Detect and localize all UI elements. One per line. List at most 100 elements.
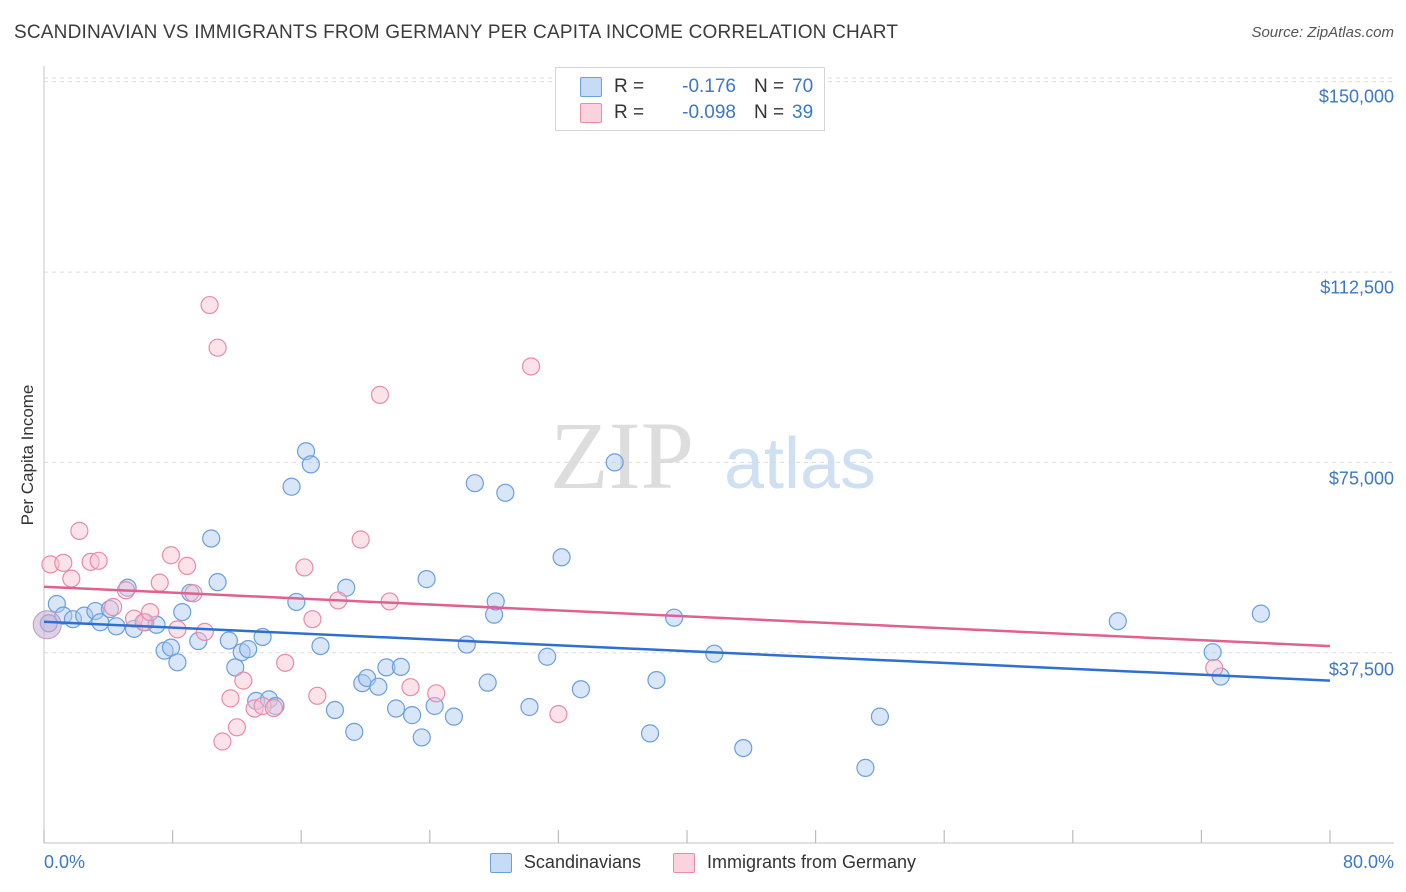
scandinavians-point bbox=[168, 653, 187, 672]
scandinavians-point bbox=[485, 605, 504, 624]
axes bbox=[43, 66, 1394, 844]
germany-point bbox=[295, 558, 314, 577]
n-value: 70 bbox=[792, 76, 814, 97]
scandinavians-point bbox=[403, 706, 422, 725]
y-tick-label: $75,000 bbox=[1328, 468, 1394, 489]
legend-label: Immigrants from Germany bbox=[707, 852, 917, 872]
scandinavians-point bbox=[325, 700, 345, 720]
scandinavians-point bbox=[386, 699, 406, 718]
germany-point bbox=[124, 609, 144, 628]
scandinavians-point bbox=[478, 673, 497, 692]
blue-swatch bbox=[580, 77, 602, 97]
pink-swatch bbox=[580, 103, 602, 123]
scandinavians-point bbox=[173, 602, 192, 622]
germany-point bbox=[370, 385, 390, 404]
germany-point bbox=[351, 530, 370, 549]
r-value: -0.176 bbox=[682, 76, 736, 97]
germany-point bbox=[253, 696, 272, 716]
scandinavians-point bbox=[202, 529, 221, 548]
germany-point bbox=[140, 602, 160, 622]
legend-item-germany[interactable]: Immigrants from Germany bbox=[673, 852, 916, 873]
watermark-zip: ZIP bbox=[550, 402, 694, 509]
scandinavians-point bbox=[734, 738, 753, 758]
scandinavians-point bbox=[219, 631, 238, 650]
germany-point bbox=[213, 732, 232, 751]
germany-point bbox=[54, 553, 73, 572]
y-tick-label: $150,000 bbox=[1318, 86, 1394, 107]
germany-point bbox=[208, 338, 227, 357]
scandinavians-point bbox=[1108, 612, 1127, 631]
stats-row-germany: R = -0.098 N = 39 bbox=[580, 101, 813, 125]
scandinavians-point bbox=[538, 647, 557, 666]
source-label: Source: ZipAtlas.com bbox=[1251, 24, 1394, 41]
legend: Scandinavians Immigrants from Germany bbox=[0, 852, 1406, 873]
scandinavians-point bbox=[301, 455, 320, 474]
scandinavians-point bbox=[1251, 604, 1270, 623]
scandinavians-point bbox=[444, 707, 464, 726]
scandinavians-point bbox=[100, 599, 120, 619]
r-label: R = bbox=[614, 102, 645, 123]
germany-point bbox=[177, 556, 197, 576]
germany-point bbox=[234, 671, 253, 690]
x-tick-label-max: 80.0% bbox=[1342, 852, 1394, 872]
germany-point bbox=[427, 684, 446, 703]
germany-point bbox=[303, 610, 322, 629]
germany-point bbox=[401, 678, 420, 697]
scandinavians-point bbox=[86, 601, 105, 621]
scandinavians-point bbox=[369, 677, 388, 696]
scandinavians-point bbox=[457, 635, 476, 654]
legend-pink-swatch bbox=[673, 852, 696, 873]
n-value: 39 bbox=[792, 102, 814, 123]
gridlines bbox=[44, 77, 1394, 654]
n-label: N = bbox=[754, 76, 785, 97]
germany-point bbox=[200, 295, 219, 315]
germany-point bbox=[521, 357, 541, 376]
stats-row-scandinavians: R = -0.176 N = 70 bbox=[580, 75, 813, 99]
scandinavians-point bbox=[465, 474, 484, 493]
germany-point bbox=[150, 573, 169, 592]
y-axis-label: Per Capita Income bbox=[18, 384, 37, 526]
watermark-atlas: atlas bbox=[724, 424, 876, 504]
trendlines bbox=[43, 585, 1331, 682]
scandinavians-point bbox=[189, 631, 208, 651]
scandinavians-point bbox=[226, 658, 245, 677]
scandinavians-point bbox=[412, 728, 431, 747]
scandinavians-point bbox=[391, 657, 410, 677]
scandinavians-point bbox=[552, 548, 571, 567]
watermark: ZIP atlas bbox=[550, 402, 876, 509]
scandinavians-point bbox=[1203, 643, 1222, 662]
scandinavians-point bbox=[287, 592, 306, 612]
y-tick-label: $112,500 bbox=[1320, 277, 1394, 298]
scandinavians-points bbox=[32, 442, 1270, 777]
chart-title: SCANDINAVIAN VS IMMIGRANTS FROM GERMANY … bbox=[14, 22, 899, 43]
germany-point bbox=[195, 622, 214, 641]
scandinavians-point bbox=[47, 594, 66, 614]
germany-point bbox=[221, 689, 240, 708]
germany-point bbox=[104, 597, 123, 617]
scandinavians-trendline bbox=[43, 620, 1331, 682]
germany-point bbox=[161, 546, 181, 565]
legend-blue-swatch bbox=[489, 852, 512, 873]
germany-point bbox=[549, 704, 568, 724]
scandinavians-point bbox=[571, 680, 591, 699]
germany-point bbox=[276, 653, 295, 672]
germany-trendline bbox=[43, 585, 1331, 648]
legend-item-scandinavians[interactable]: Scandinavians bbox=[489, 852, 642, 873]
scandinavians-point bbox=[870, 707, 890, 726]
scandinavians-point bbox=[259, 690, 279, 709]
germany-point bbox=[308, 686, 327, 705]
germany-point bbox=[227, 718, 246, 737]
r-label: R = bbox=[614, 76, 645, 97]
scandinavians-point bbox=[605, 453, 624, 472]
germany-point bbox=[70, 521, 89, 540]
cluster-point bbox=[32, 610, 62, 640]
scandinavians-point bbox=[640, 724, 660, 743]
scandinavians-point bbox=[239, 640, 258, 659]
legend-label: Scandinavians bbox=[523, 852, 642, 872]
scandinavians-point bbox=[856, 758, 875, 777]
scandinavians-point bbox=[486, 592, 505, 611]
scandinavians-point bbox=[208, 573, 227, 592]
scandinavians-point bbox=[417, 570, 436, 589]
scandinavians-point bbox=[311, 636, 330, 656]
scandinavians-point bbox=[665, 608, 684, 627]
